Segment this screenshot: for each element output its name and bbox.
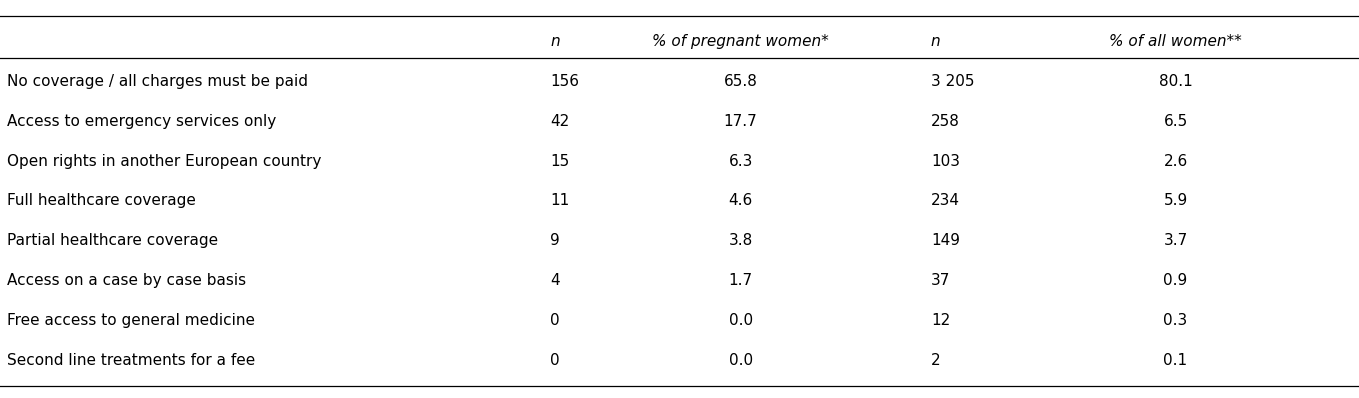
Text: 0.0: 0.0 [728,353,753,368]
Text: 37: 37 [931,273,950,288]
Text: 0: 0 [550,353,560,368]
Text: 4: 4 [550,273,560,288]
Text: 0.0: 0.0 [728,313,753,328]
Text: Open rights in another European country: Open rights in another European country [7,154,321,169]
Text: 149: 149 [931,233,959,248]
Text: n: n [550,34,560,49]
Text: 0.1: 0.1 [1163,353,1188,368]
Text: 3.7: 3.7 [1163,233,1188,248]
Text: 4.6: 4.6 [728,193,753,209]
Text: No coverage / all charges must be paid: No coverage / all charges must be paid [7,74,307,89]
Text: 42: 42 [550,114,569,129]
Text: 1.7: 1.7 [728,273,753,288]
Text: Access on a case by case basis: Access on a case by case basis [7,273,246,288]
Text: Second line treatments for a fee: Second line treatments for a fee [7,353,255,368]
Text: 6.3: 6.3 [728,154,753,169]
Text: 11: 11 [550,193,569,209]
Text: 0.3: 0.3 [1163,313,1188,328]
Text: Partial healthcare coverage: Partial healthcare coverage [7,233,217,248]
Text: % of all women**: % of all women** [1109,34,1242,49]
Text: 2: 2 [931,353,940,368]
Text: 5.9: 5.9 [1163,193,1188,209]
Text: Free access to general medicine: Free access to general medicine [7,313,254,328]
Text: 0: 0 [550,313,560,328]
Text: 0.9: 0.9 [1163,273,1188,288]
Text: 258: 258 [931,114,959,129]
Text: 15: 15 [550,154,569,169]
Text: 3 205: 3 205 [931,74,974,89]
Text: 2.6: 2.6 [1163,154,1188,169]
Text: 65.8: 65.8 [724,74,757,89]
Text: n: n [931,34,940,49]
Text: 156: 156 [550,74,579,89]
Text: 80.1: 80.1 [1159,74,1192,89]
Text: 17.7: 17.7 [724,114,757,129]
Text: 9: 9 [550,233,560,248]
Text: 234: 234 [931,193,959,209]
Text: % of pregnant women*: % of pregnant women* [652,34,829,49]
Text: Full healthcare coverage: Full healthcare coverage [7,193,196,209]
Text: 3.8: 3.8 [728,233,753,248]
Text: Access to emergency services only: Access to emergency services only [7,114,276,129]
Text: 12: 12 [931,313,950,328]
Text: 103: 103 [931,154,959,169]
Text: 6.5: 6.5 [1163,114,1188,129]
